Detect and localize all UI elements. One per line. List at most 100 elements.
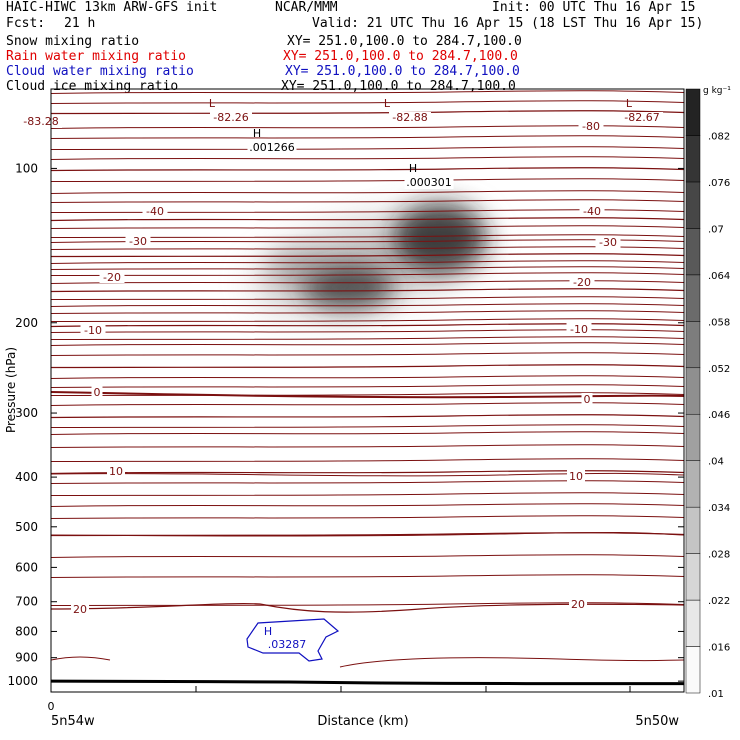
y-tick-label: 900 [15, 651, 38, 665]
valid-time: Valid: 21 UTC Thu 16 Apr 15 (18 LST Thu … [312, 16, 704, 31]
isotherm-line [51, 336, 684, 340]
extremum-value: .001266 [249, 141, 295, 154]
contour-label: -80 [582, 120, 600, 133]
isotherm-line [51, 480, 684, 484]
y-tick-label: 400 [15, 470, 38, 484]
chart-title: HAIC-HIWC 13km ARW-GFS init [6, 0, 218, 15]
isotherm-line [51, 146, 684, 150]
isotherm-line [51, 310, 684, 314]
extremum-value: -82.26 [213, 111, 248, 124]
y-tick-label: 1000 [7, 674, 38, 688]
extremum-marker: L [384, 97, 391, 110]
colorbar-label: .04 [708, 457, 724, 468]
field-xy-rain: XY= 251.0,100.0 to 284.7,100.0 [283, 49, 518, 64]
isotherm-line [51, 402, 684, 406]
contour-label: 0 [94, 386, 101, 399]
contour-label: 20 [73, 603, 87, 616]
y-tick-label: 200 [15, 316, 38, 330]
isotherm-line [51, 574, 684, 578]
field-xy-snow: XY= 251.0,100.0 to 284.7,100.0 [287, 34, 522, 49]
isotherm-line [51, 318, 684, 322]
extremum-marker: H [253, 127, 261, 140]
colorbar-swatch [685, 553, 701, 601]
contour-label-bg [578, 120, 604, 132]
contour-label-bg [567, 470, 585, 482]
colorbar-label: .058 [708, 317, 730, 328]
field-xy-cloud-water: XY= 251.0,100.0 to 284.7,100.0 [285, 64, 520, 79]
colorbar-label: .046 [708, 410, 730, 421]
contour-label: -10 [570, 323, 588, 336]
isotherm-line [51, 100, 684, 104]
isotherm-line [51, 90, 684, 94]
contour-label: -40 [583, 205, 601, 218]
colorbar-label: .082 [708, 131, 730, 142]
isotherm-line [51, 225, 684, 229]
y-tick-label: 100 [15, 161, 38, 175]
colorbar-swatch [685, 367, 701, 415]
extrema-labels: L-82.26L-82.88L-82.67-83.28H.001266H.000… [20, 97, 663, 651]
isotherm-line [51, 303, 684, 307]
contour-label-bg [579, 205, 605, 217]
x-end-label: 5n50w [635, 714, 679, 729]
isotherm-line [51, 199, 684, 203]
isotherm-line [51, 414, 684, 419]
contour-label: -30 [599, 236, 617, 249]
extremum-value-bg [266, 639, 308, 651]
contour-label-bg [569, 598, 587, 610]
contour-label: 10 [569, 470, 583, 483]
contour-label: 10 [109, 465, 123, 478]
isotherm-line [51, 554, 684, 558]
colorbar-label: .028 [708, 550, 730, 561]
isotherm-line [51, 352, 684, 356]
contour-label-bg [569, 276, 595, 288]
isotherm-line [51, 431, 684, 435]
isotherm-line [51, 125, 684, 129]
isotherm-line [51, 156, 684, 160]
isotherm-line [51, 190, 684, 194]
contour-label-bg [107, 465, 125, 477]
colorbar-swatch [685, 413, 701, 461]
extremum-value: .03287 [268, 638, 307, 651]
colorbar-swatch [685, 506, 701, 554]
colorbar-swatch [685, 274, 701, 322]
isotherm-line [51, 280, 684, 284]
isotherm-line [51, 217, 684, 222]
forecast-label: Fcst: [6, 16, 46, 31]
isotherm-line [51, 323, 684, 328]
isotherm-line [51, 288, 684, 293]
colorbar-label: .076 [708, 178, 730, 189]
isotherm-line [51, 110, 684, 115]
isotherm-zero-line [51, 391, 684, 399]
contour-label-bg [99, 271, 125, 283]
contour-label: -30 [129, 235, 147, 248]
extremum-value: -82.88 [392, 111, 427, 124]
isotherm-line [51, 458, 684, 462]
isotherm-line [51, 272, 684, 276]
isotherm-line [51, 470, 684, 475]
isotherm-line [51, 424, 684, 428]
y-tick-label: 500 [15, 520, 38, 534]
isotherm-line [51, 656, 684, 668]
y-axis-label: Pressure (hPa) [4, 347, 18, 433]
extremum-marker: L [209, 97, 216, 110]
colorbar-label: .064 [708, 271, 730, 282]
contour-label-bg [595, 236, 621, 248]
isotherm-line [51, 602, 684, 606]
isotherm-line [51, 472, 684, 477]
colorbar-unit: g kg⁻¹ [703, 86, 731, 96]
extremum-value: -82.67 [624, 111, 659, 124]
extremum-marker: L [626, 97, 633, 110]
colorbar-swatch [685, 321, 701, 369]
colorbar-label: .01 [708, 689, 724, 700]
colorbar-label: .022 [708, 596, 730, 607]
extremum-value-bg [210, 112, 252, 124]
extremum-value: -83.28 [23, 115, 58, 128]
isotherm-line [51, 296, 684, 300]
contour-label: -40 [146, 205, 164, 218]
isotherm-line [51, 531, 684, 537]
x-axis: 0 [48, 686, 631, 713]
contour-label: 20 [571, 598, 585, 611]
colorbar-swatch [685, 599, 701, 647]
colorbar-label: .07 [708, 224, 724, 235]
